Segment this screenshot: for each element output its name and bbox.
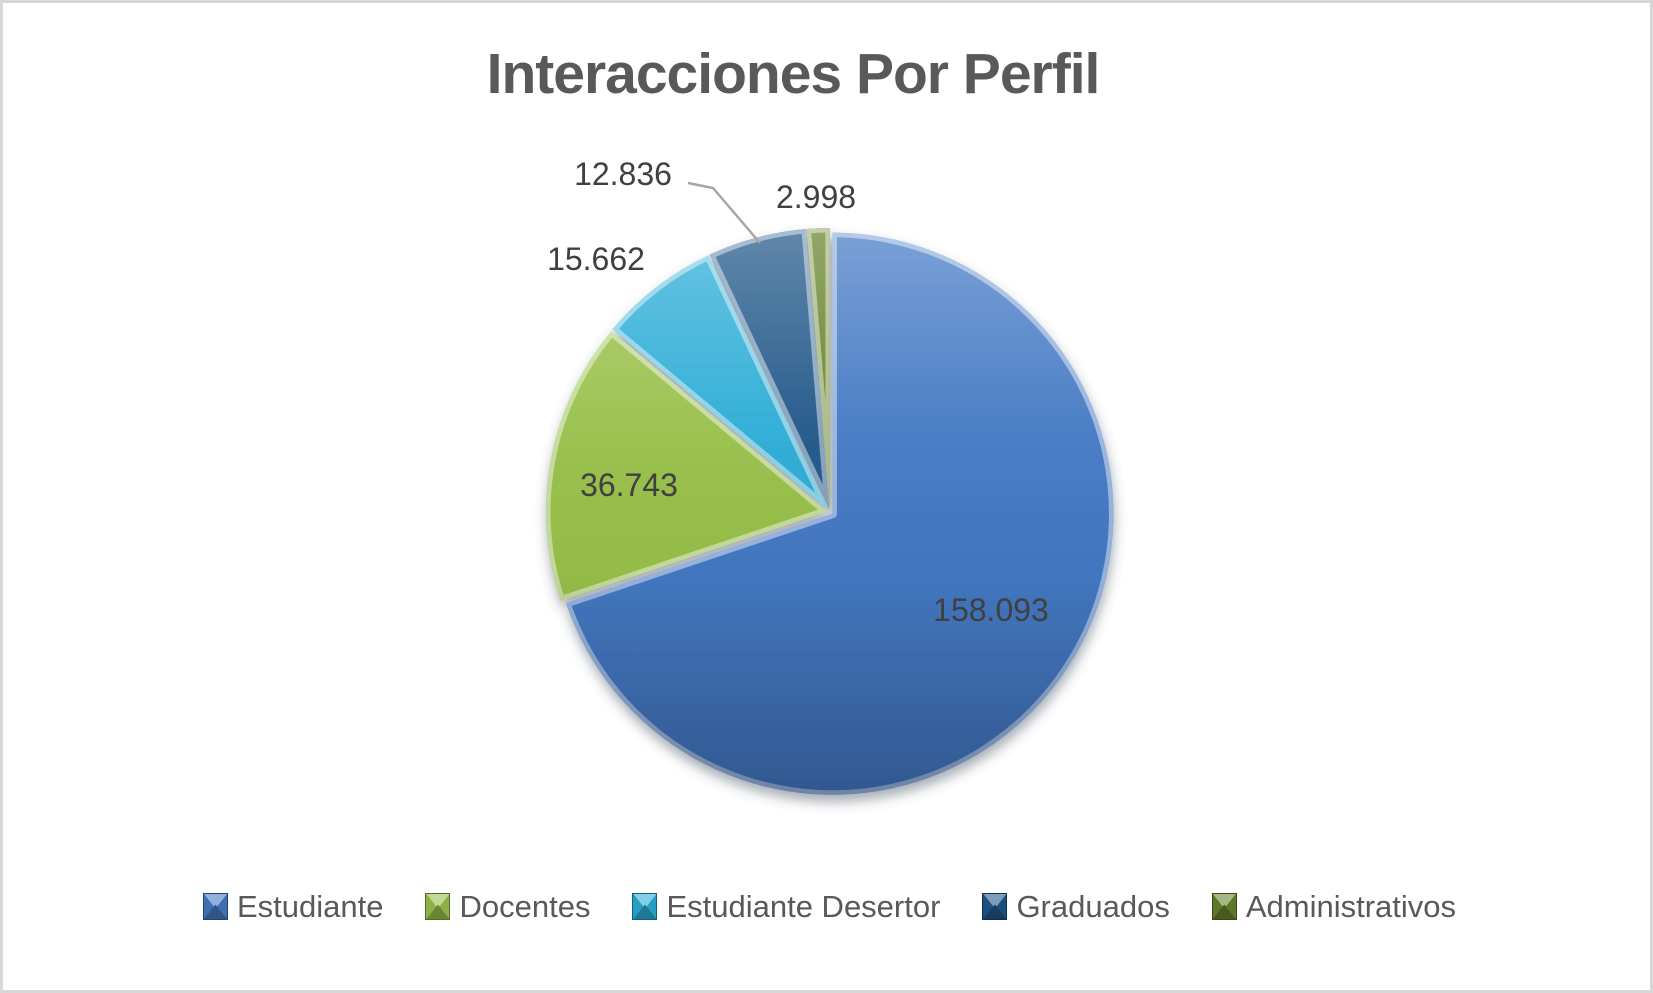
pie-slice-shade-estudiante-desertor	[612, 255, 829, 510]
leader-line-graduados	[687, 181, 761, 244]
data-label-docentes: 36.743	[580, 467, 678, 503]
legend-swatch-graduados	[982, 893, 1008, 920]
pie-slice-shade-estudiante	[566, 232, 1114, 795]
chart-title: Interacciones Por Perfil	[486, 42, 1101, 106]
legend-item-graduados[interactable]: Graduados	[982, 889, 1170, 924]
legend-label-docentes: Docentes	[459, 889, 591, 924]
legend-item-estudiante[interactable]: Estudiante	[202, 889, 384, 924]
legend-item-docentes[interactable]: Docentes	[425, 891, 590, 922]
legend-label-graduados: Graduados	[1016, 889, 1170, 924]
data-label-estudiante: 158.093	[933, 592, 1049, 628]
pie-chart-svg: 158.093 36.743 15.662 12.836 2.998	[546, 156, 1114, 795]
pie-slice-shade-graduados	[709, 229, 830, 510]
legend-swatch-docentes	[425, 893, 451, 920]
legend-label-administrativos: Administrativos	[1245, 889, 1457, 924]
chart-legend: Estudiante Docentes Estudiante Desertor Gra…	[3, 889, 1650, 924]
data-label-graduados: 12.836	[574, 156, 672, 192]
legend-swatch-administrativos	[1211, 893, 1237, 920]
legend-label-estudiante: Estudiante	[236, 889, 384, 924]
data-label-estudiante-desertor: 15.662	[547, 241, 645, 277]
legend-item-administrativos[interactable]: Administrativos	[1211, 889, 1457, 924]
pie-slice-shade-docentes	[546, 331, 828, 601]
legend-label-estudiante-desertor: Estudiante Desertor	[666, 889, 941, 924]
legend-swatch-estudiante	[202, 893, 228, 920]
pie-slice-shade-administrativos	[806, 228, 830, 509]
data-label-administrativos: 2.998	[776, 179, 856, 215]
pie	[546, 228, 1114, 795]
legend-item-estudiante-desertor[interactable]: Estudiante Desertor	[632, 891, 940, 922]
legend-swatch-estudiante-desertor	[632, 893, 658, 920]
